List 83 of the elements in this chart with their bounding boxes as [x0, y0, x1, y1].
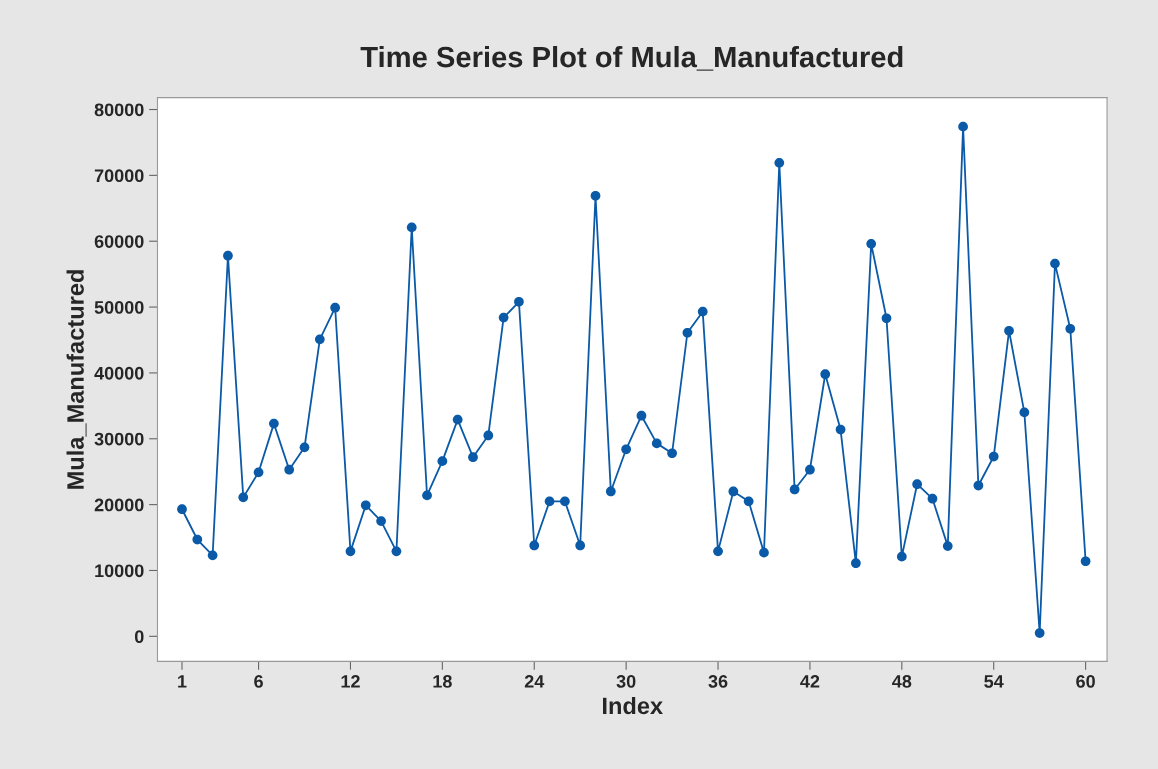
y-tick-label: 10000: [95, 564, 144, 578]
y-tick-label: 70000: [94, 169, 144, 183]
y-tick-label: 30000: [94, 432, 144, 446]
x-tick-label: 42: [800, 675, 820, 688]
point: [942, 541, 953, 551]
point: [789, 484, 800, 495]
point: [483, 430, 494, 441]
point: [207, 550, 218, 561]
point: [958, 121, 968, 132]
y-tick-label: 40000: [94, 366, 144, 380]
x-tick-label: 24: [524, 675, 545, 688]
x-tick-label: 30: [616, 675, 636, 688]
point: [682, 327, 693, 338]
point: [1019, 407, 1030, 418]
point: [1034, 628, 1045, 638]
point: [713, 546, 723, 557]
y-tick-label: 0: [134, 630, 144, 644]
chart-title: Time Series Plot of Mula_Manufactured: [360, 45, 903, 71]
point: [345, 546, 356, 557]
point: [1004, 325, 1014, 336]
point: [192, 534, 203, 545]
point: [636, 410, 647, 421]
point: [560, 496, 570, 507]
point: [621, 444, 631, 455]
y-tick-label: 80000: [94, 103, 144, 117]
point: [330, 302, 341, 313]
point: [866, 238, 877, 249]
point: [912, 479, 922, 490]
point: [406, 222, 417, 233]
point: [743, 496, 754, 507]
point: [1065, 323, 1076, 334]
point: [314, 334, 325, 345]
point: [1080, 556, 1091, 567]
point: [805, 464, 815, 475]
point: [376, 516, 386, 526]
point: [927, 493, 938, 504]
point: [544, 496, 555, 507]
y-tick-label: 20000: [94, 498, 144, 512]
point: [590, 190, 601, 201]
point: [269, 418, 279, 429]
point: [529, 540, 540, 551]
x-axis-title: Index: [603, 696, 663, 715]
point: [452, 414, 463, 425]
point: [774, 157, 785, 168]
point: [881, 313, 892, 324]
point: [851, 558, 861, 569]
point: [759, 547, 769, 558]
point: [253, 467, 264, 478]
point: [514, 296, 524, 307]
point: [498, 312, 509, 323]
x-tick-label: 12: [341, 675, 360, 688]
point: [284, 464, 295, 475]
point: [820, 369, 831, 380]
point: [728, 486, 739, 497]
point: [835, 424, 846, 435]
x-tick-label: 1: [178, 675, 187, 688]
point: [896, 551, 907, 562]
point: [667, 448, 677, 459]
x-tick-label: 36: [708, 675, 728, 688]
point: [973, 480, 984, 491]
y-tick-label: 50000: [94, 301, 144, 314]
point: [575, 540, 586, 551]
x-tick-label: 18: [433, 675, 452, 688]
point: [988, 451, 999, 462]
point: [437, 456, 448, 467]
point: [299, 442, 310, 453]
x-tick-label: 48: [892, 675, 912, 688]
point: [651, 438, 662, 449]
point: [238, 492, 249, 503]
point: [223, 250, 233, 261]
point: [1050, 258, 1060, 269]
point: [422, 490, 432, 501]
y-axis-title: Mula_Manufactured: [66, 270, 87, 489]
x-tick-label: 60: [1076, 675, 1095, 688]
point: [468, 452, 478, 463]
point: [605, 486, 616, 497]
point: [697, 306, 708, 317]
point: [360, 500, 371, 511]
x-tick-label: 6: [254, 675, 263, 688]
point: [177, 504, 187, 515]
y-tick-label: 60000: [94, 235, 144, 248]
point: [391, 546, 402, 557]
x-tick-label: 54: [984, 675, 1004, 688]
